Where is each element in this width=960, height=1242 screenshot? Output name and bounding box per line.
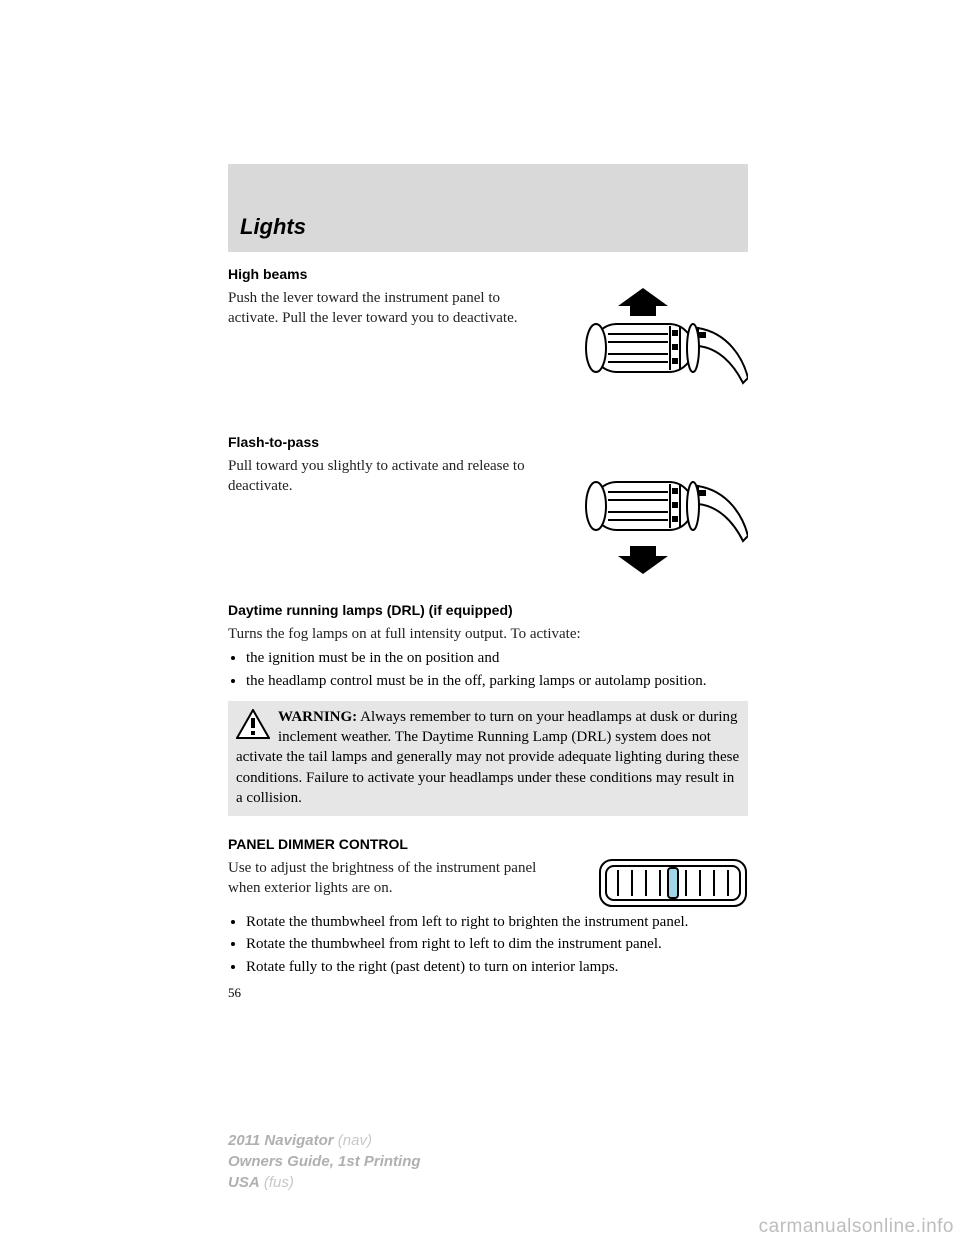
section-title-dimmer: PANEL DIMMER CONTROL xyxy=(228,836,748,852)
dimmer-row: Use to adjust the brightness of the inst… xyxy=(228,858,748,908)
warning-box: WARNING: Always remember to turn on your… xyxy=(228,701,748,816)
drl-bullet-2: the headlamp control must be in the off,… xyxy=(246,671,748,691)
flash-to-pass-illustration-wrap xyxy=(548,456,748,576)
dimmer-illustration-wrap xyxy=(548,858,748,908)
dimmer-intro: Use to adjust the brightness of the inst… xyxy=(228,858,538,899)
footer-region-code: (fus) xyxy=(260,1174,294,1191)
dimmer-wheel-icon xyxy=(598,858,748,908)
dimmer-bullets: Rotate the thumbwheel from left to right… xyxy=(246,912,748,977)
warning-text-wrap: WARNING: Always remember to turn on your… xyxy=(236,709,739,806)
high-beams-illustration-wrap xyxy=(548,288,748,408)
dimmer-bullet-2: Rotate the thumbwheel from right to left… xyxy=(246,934,748,954)
chapter-title: Lights xyxy=(240,214,306,240)
page: Lights High beams Push the lever toward … xyxy=(0,0,960,1242)
flash-to-pass-text: Pull toward you slightly to activate and… xyxy=(228,456,538,497)
footer-line-1: 2011 Navigator (nav) xyxy=(228,1130,421,1151)
page-number: 56 xyxy=(228,985,748,1001)
dimmer-bullet-3: Rotate fully to the right (past detent) … xyxy=(246,957,748,977)
drl-bullets: the ignition must be in the on position … xyxy=(246,648,748,691)
footer-region: USA xyxy=(228,1174,260,1191)
section-title-flash-to-pass: Flash-to-pass xyxy=(228,434,748,450)
flash-to-pass-row: Pull toward you slightly to activate and… xyxy=(228,456,748,576)
stalk-push-icon xyxy=(548,288,748,408)
section-title-drl: Daytime running lamps (DRL) (if equipped… xyxy=(228,602,748,618)
high-beams-text: Push the lever toward the instrument pan… xyxy=(228,288,538,329)
watermark: carmanualsonline.info xyxy=(759,1216,954,1238)
chapter-header: Lights xyxy=(228,164,748,252)
footer: 2011 Navigator (nav) Owners Guide, 1st P… xyxy=(228,1130,421,1193)
footer-vehicle-code: (nav) xyxy=(334,1132,372,1149)
content-area: Lights High beams Push the lever toward … xyxy=(228,164,748,1001)
footer-line-3: USA (fus) xyxy=(228,1172,421,1193)
stalk-pull-icon xyxy=(548,456,748,576)
dimmer-bullet-1: Rotate the thumbwheel from left to right… xyxy=(246,912,748,932)
warning-triangle-icon xyxy=(236,709,270,739)
section-title-high-beams: High beams xyxy=(228,266,748,282)
drl-bullet-1: the ignition must be in the on position … xyxy=(246,648,748,668)
drl-intro: Turns the fog lamps on at full intensity… xyxy=(228,624,748,644)
high-beams-row: Push the lever toward the instrument pan… xyxy=(228,288,748,408)
footer-vehicle: 2011 Navigator xyxy=(228,1132,334,1149)
footer-line-2: Owners Guide, 1st Printing xyxy=(228,1151,421,1172)
warning-label: WARNING: xyxy=(278,709,357,725)
